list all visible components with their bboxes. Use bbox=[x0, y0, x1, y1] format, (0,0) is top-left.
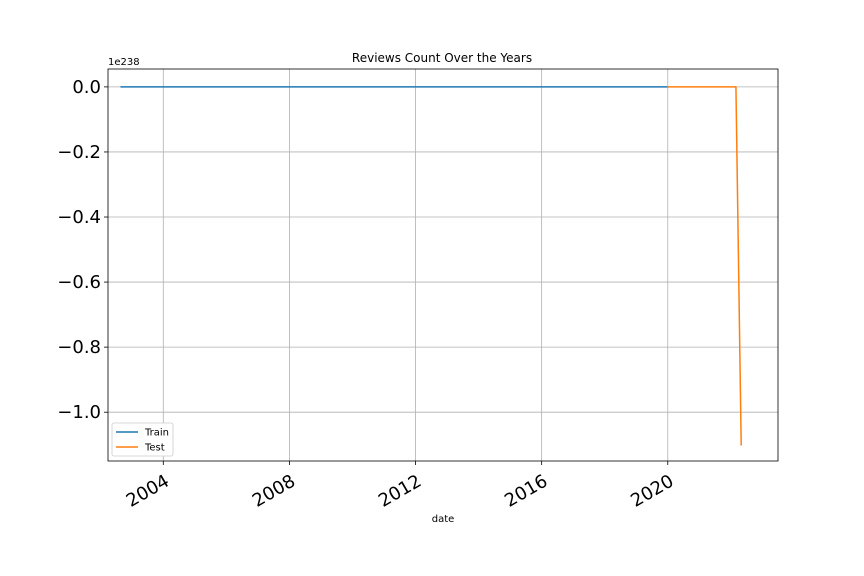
y-tick-label: −1.0 bbox=[57, 402, 101, 423]
y-tick-label: −0.2 bbox=[57, 142, 101, 163]
x-tick-label: 2004 bbox=[123, 471, 173, 512]
legend-label-train: Train bbox=[144, 428, 169, 439]
x-axis-label: date bbox=[432, 514, 455, 525]
x-tick-label: 2020 bbox=[627, 471, 677, 512]
series-lines bbox=[120, 86, 742, 446]
y-axis-ticks: 0.0 −0.2 −0.4 −0.6 −0.8 −1.0 bbox=[57, 77, 108, 423]
y-tick-label: −0.8 bbox=[57, 337, 101, 358]
chart-title: Reviews Count Over the Years bbox=[352, 51, 532, 65]
x-tick-label: 2008 bbox=[249, 471, 299, 512]
series-line-test bbox=[667, 86, 742, 446]
y-tick-label: −0.4 bbox=[57, 207, 101, 228]
legend: Train Test bbox=[111, 422, 174, 457]
x-tick-label: 2012 bbox=[375, 471, 425, 512]
plot-area-frame bbox=[107, 68, 779, 462]
x-axis-ticks: 2004 2008 2012 2016 2020 bbox=[123, 461, 677, 512]
legend-label-test: Test bbox=[144, 443, 165, 454]
x-tick-label: 2016 bbox=[501, 471, 551, 512]
y-axis-offset-label: 1e238 bbox=[108, 57, 140, 68]
y-tick-label: −0.6 bbox=[57, 272, 101, 293]
grid-lines bbox=[108, 69, 778, 461]
y-tick-label: 0.0 bbox=[72, 77, 101, 98]
